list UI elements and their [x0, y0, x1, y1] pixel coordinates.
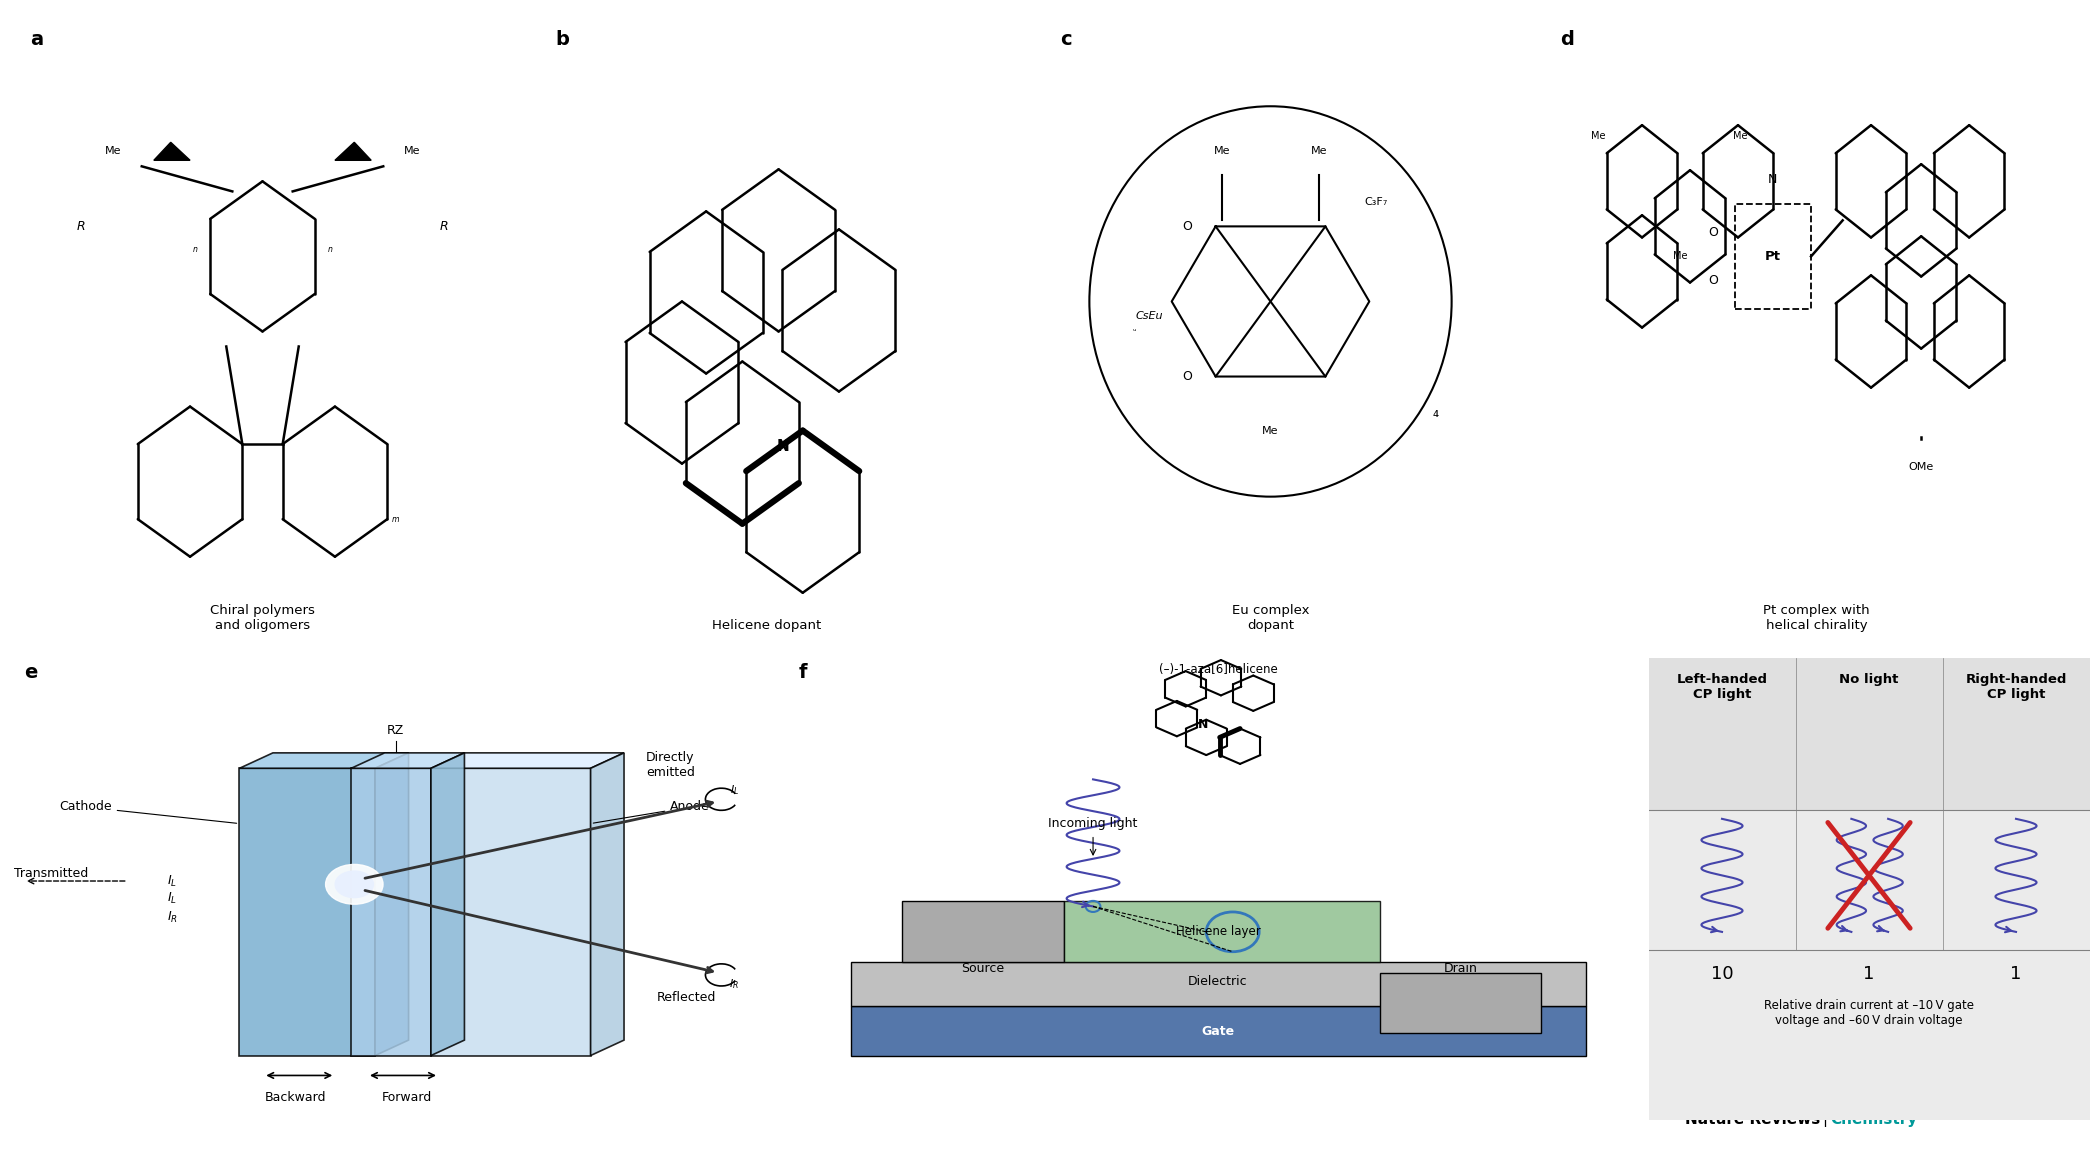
Text: 10: 10: [1712, 964, 1732, 983]
Text: Chiral polymers
and oligomers: Chiral polymers and oligomers: [210, 604, 315, 632]
Text: Relative drain current at –10 V gate
voltage and –60 V drain voltage: Relative drain current at –10 V gate vol…: [1764, 999, 1974, 1027]
Text: O: O: [1707, 274, 1718, 286]
Text: Transmitted: Transmitted: [13, 866, 88, 880]
Text: ₄: ₄: [1432, 405, 1438, 420]
Text: Helicene layer: Helicene layer: [1176, 925, 1260, 938]
Text: 1: 1: [1863, 964, 1875, 983]
Text: O: O: [1182, 219, 1193, 233]
Text: (–)-1-aza[6]helicene: (–)-1-aza[6]helicene: [1159, 663, 1277, 677]
Circle shape: [326, 864, 382, 904]
Text: Cathode: Cathode: [59, 800, 237, 824]
Text: e: e: [23, 663, 38, 683]
Text: $_m$: $_m$: [391, 515, 399, 526]
Text: Eu complex
dopant: Eu complex dopant: [1233, 604, 1308, 632]
Text: $I_L$: $I_L$: [729, 783, 739, 797]
Text: Incoming light: Incoming light: [1048, 817, 1138, 830]
Text: CsEu: CsEu: [1136, 312, 1163, 321]
Text: Me: Me: [1310, 147, 1327, 156]
Text: c: c: [1060, 30, 1071, 49]
Polygon shape: [590, 753, 624, 1056]
Polygon shape: [376, 753, 410, 1056]
Text: No light: No light: [1840, 673, 1898, 686]
Polygon shape: [239, 753, 410, 768]
Bar: [1735, 204, 1810, 310]
Bar: [903, 901, 1065, 962]
Text: $I_L$: $I_L$: [168, 892, 176, 907]
Polygon shape: [336, 142, 372, 161]
Text: b: b: [554, 30, 569, 49]
Polygon shape: [153, 142, 191, 161]
Circle shape: [336, 871, 374, 897]
Text: Reflected: Reflected: [657, 991, 716, 1005]
Text: Chemistry: Chemistry: [1829, 1112, 1917, 1127]
Polygon shape: [351, 768, 430, 1056]
Text: d: d: [1560, 30, 1573, 49]
Text: ᵘ: ᵘ: [1132, 327, 1136, 336]
Text: $I_L$: $I_L$: [168, 873, 176, 888]
Text: a: a: [29, 30, 44, 49]
Polygon shape: [430, 753, 464, 1056]
Text: Backward: Backward: [265, 1091, 326, 1104]
Text: R: R: [78, 219, 86, 233]
Text: Anode: Anode: [594, 800, 710, 824]
Text: N: N: [1199, 717, 1208, 731]
Text: Dielectric: Dielectric: [1189, 975, 1247, 988]
Text: $I_R$: $I_R$: [729, 977, 739, 991]
Text: Me: Me: [1592, 132, 1606, 141]
Text: RZ: RZ: [386, 724, 405, 737]
Text: 1: 1: [2010, 964, 2022, 983]
Bar: [850, 962, 1586, 1006]
Text: Directly
emitted: Directly emitted: [647, 752, 695, 780]
Text: O: O: [1182, 370, 1193, 383]
Bar: [850, 1006, 1586, 1056]
Bar: [1065, 901, 1380, 962]
Text: Drain: Drain: [1443, 962, 1478, 975]
Text: Me: Me: [105, 147, 122, 156]
Text: R: R: [439, 219, 447, 233]
Text: Left-handed
CP light: Left-handed CP light: [1676, 673, 1768, 701]
Text: OMe: OMe: [1909, 462, 1934, 471]
Text: C₃F₇: C₃F₇: [1365, 198, 1388, 208]
Text: O: O: [1707, 226, 1718, 239]
Text: N: N: [1768, 173, 1777, 186]
Text: Nature Reviews: Nature Reviews: [1684, 1112, 1821, 1127]
Polygon shape: [351, 753, 464, 768]
Text: Me: Me: [1732, 132, 1747, 141]
Text: Right-handed
CP light: Right-handed CP light: [1966, 673, 2066, 701]
Text: Me: Me: [1214, 147, 1231, 156]
Text: $_n$: $_n$: [191, 245, 197, 255]
Text: Pt complex with
helical chirality: Pt complex with helical chirality: [1764, 604, 1869, 632]
Text: |: |: [1823, 1111, 1827, 1127]
Text: Me: Me: [1262, 425, 1279, 435]
Polygon shape: [239, 768, 376, 1056]
Text: N: N: [777, 439, 790, 454]
Text: Forward: Forward: [382, 1091, 433, 1104]
Text: $_n$: $_n$: [328, 245, 334, 255]
Text: Me: Me: [403, 147, 420, 156]
Text: Source: Source: [962, 962, 1004, 975]
Bar: [1648, 658, 2090, 811]
Text: Gate: Gate: [1201, 1024, 1235, 1037]
Text: Pt: Pt: [1764, 249, 1781, 263]
Text: Me: Me: [1674, 252, 1688, 261]
Bar: [1380, 973, 1541, 1034]
Polygon shape: [430, 768, 590, 1056]
Text: Helicene dopant: Helicene dopant: [712, 619, 821, 632]
Text: $I_R$: $I_R$: [166, 910, 179, 925]
Text: f: f: [798, 663, 808, 683]
Polygon shape: [430, 753, 624, 768]
